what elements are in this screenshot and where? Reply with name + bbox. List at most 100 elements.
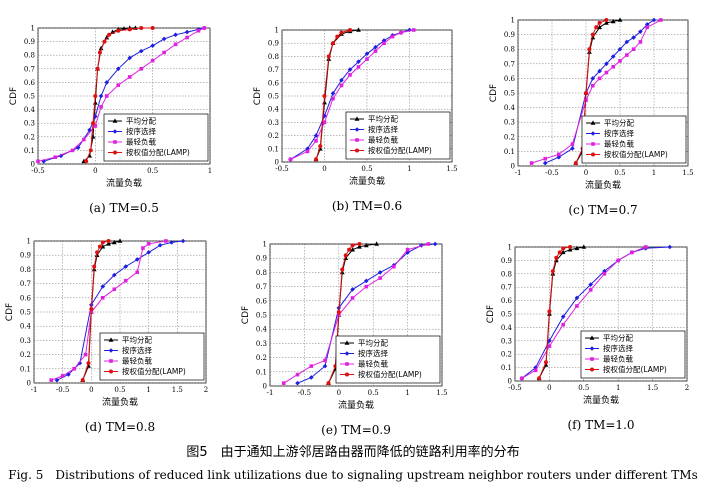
legend-entry: 最轻负载 (604, 139, 634, 149)
data-point (86, 361, 91, 366)
data-point (373, 44, 378, 50)
data-point (308, 375, 314, 380)
legend-marker (109, 359, 113, 363)
subfigure-caption: (b) TM=0.6 (332, 199, 402, 213)
data-point (150, 43, 155, 48)
data-point (104, 34, 110, 40)
data-point (560, 314, 566, 319)
y-tick-label: 0.3 (20, 337, 31, 345)
data-point (97, 50, 102, 55)
data-point (364, 278, 369, 284)
y-tick-label: 0.5 (20, 309, 31, 317)
data-point (66, 372, 71, 377)
y-tick-label: 1 (511, 17, 515, 25)
data-point (162, 50, 166, 55)
x-tick-label: 1 (652, 169, 656, 177)
legend-marker (108, 337, 114, 342)
y-tick-label: 0.7 (501, 284, 512, 292)
x-tick-label: 0 (547, 384, 551, 392)
data-point (356, 65, 361, 69)
data-point (77, 360, 83, 366)
data-point (98, 93, 104, 99)
x-tick-label: 1.5 (172, 386, 183, 394)
data-point (617, 46, 623, 52)
legend-marker (355, 148, 359, 153)
legend-entry: 按序选择 (604, 128, 634, 138)
y-tick-label: 0.7 (256, 283, 267, 291)
x-axis-label: 流量负载 (583, 394, 619, 406)
data-point (557, 250, 562, 255)
data-point (335, 34, 340, 39)
legend-marker (590, 357, 594, 361)
data-point (295, 372, 300, 377)
data-point (146, 242, 151, 246)
subfigure-caption: (c) TM=0.7 (568, 203, 637, 217)
legend-marker (589, 346, 595, 351)
legend-entry: 平均分配 (122, 335, 152, 345)
data-point (604, 70, 609, 75)
data-point (590, 32, 595, 37)
data-point (326, 381, 331, 386)
y-tick-label: 0.4 (256, 326, 268, 334)
data-point (399, 30, 403, 35)
legend-marker (354, 127, 360, 132)
x-tick-label: 1 (146, 386, 150, 394)
x-tick-label: 0.5 (114, 386, 125, 394)
data-point (597, 76, 602, 81)
x-tick-label: 0 (584, 169, 588, 177)
x-tick-label: 1.5 (682, 169, 693, 177)
data-point (314, 139, 318, 143)
data-point (116, 28, 121, 33)
data-point (364, 51, 370, 57)
data-point (392, 264, 396, 269)
data-point (322, 100, 327, 105)
legend-marker (590, 367, 594, 372)
data-point (568, 245, 573, 249)
data-point (322, 363, 328, 369)
data-point (597, 20, 602, 25)
data-point (357, 244, 362, 249)
x-tick-label: 1 (616, 384, 620, 392)
y-tick-label: 0.4 (268, 106, 280, 114)
data-point (93, 124, 98, 128)
data-point (60, 374, 65, 378)
data-point (139, 26, 144, 30)
data-point (336, 310, 341, 315)
legend-entry: 按序选择 (368, 124, 398, 134)
x-tick-label: 0 (89, 386, 93, 394)
data-point (91, 121, 96, 126)
x-tick-label: -0.5 (545, 169, 559, 177)
chart-panel-3: -1 -0.5 0 0.5 1 1.5 0 0.1 0.2 0.3 0.4 0.5 0.6 0.7 0.8 0… (489, 17, 694, 218)
data-point (295, 380, 300, 386)
data-point (116, 83, 121, 87)
data-point (537, 376, 542, 381)
y-tick-label: 0 (263, 383, 267, 391)
legend-entry: 最轻负载 (358, 359, 388, 369)
data-point (326, 54, 331, 59)
y-tick-label: 0.5 (24, 93, 35, 101)
data-point (281, 381, 286, 385)
data-point (570, 146, 575, 151)
data-point (581, 244, 587, 249)
data-point (382, 41, 386, 45)
data-point (95, 250, 100, 255)
data-point (70, 148, 75, 153)
y-tick-label: 0.6 (504, 75, 516, 83)
data-point (390, 34, 395, 39)
data-point (645, 25, 649, 30)
data-point (123, 278, 128, 283)
y-tick-label: 1 (263, 241, 267, 249)
data-point (173, 32, 178, 38)
y-tick-label: 0.9 (501, 257, 512, 265)
y-tick-label: 0.4 (501, 324, 513, 332)
x-tick-label: 1.5 (647, 384, 658, 392)
data-point (127, 75, 132, 79)
data-point (150, 58, 155, 63)
y-axis-label: CDF (5, 303, 15, 321)
y-tick-label: 0.1 (268, 145, 279, 153)
data-point (597, 24, 602, 30)
chart-panel-1: -0.5 0 0.5 100.10.20.30.40.50.60.70.80.91流量… (9, 25, 212, 216)
data-point (364, 284, 369, 289)
y-tick-label: 0 (275, 159, 279, 167)
x-tick-label: -1 (31, 386, 38, 394)
